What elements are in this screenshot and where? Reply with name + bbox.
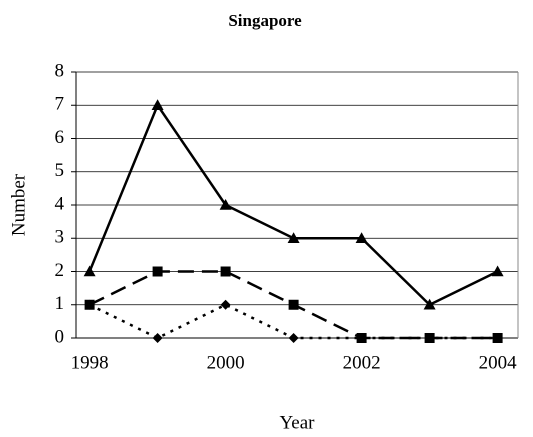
x-tick-label: 2000 <box>207 352 245 373</box>
chart-title: Singapore <box>228 11 302 30</box>
marker <box>424 333 435 343</box>
y-tick-label: 6 <box>55 127 65 148</box>
x-axis-title: Year <box>279 412 315 433</box>
x-tick-label: 1998 <box>71 352 109 373</box>
x-tick-label: 2002 <box>343 352 381 373</box>
marker <box>152 333 163 343</box>
marker <box>220 266 231 277</box>
y-tick-label: 2 <box>55 260 65 281</box>
marker <box>84 299 95 310</box>
marker <box>219 199 232 210</box>
y-axis-title: Number <box>8 173 29 236</box>
marker <box>288 333 299 343</box>
marker <box>423 298 436 310</box>
marker <box>83 265 96 277</box>
y-tick-label: 7 <box>55 94 65 115</box>
y-tick-label: 1 <box>55 293 65 314</box>
marker <box>152 266 163 277</box>
y-tick-label: 8 <box>55 60 65 81</box>
y-tick-label: 5 <box>55 160 65 181</box>
y-tick-label: 4 <box>55 193 65 214</box>
y-tick-label: 3 <box>55 227 65 248</box>
marker <box>151 99 164 111</box>
marker <box>355 232 368 244</box>
y-tick-label: 0 <box>55 326 65 347</box>
marker <box>492 333 503 343</box>
marker <box>491 265 504 277</box>
marker <box>288 299 299 310</box>
x-tick-label: 2004 <box>479 352 518 373</box>
marker <box>356 333 367 343</box>
marker <box>220 299 231 310</box>
marker <box>287 232 300 244</box>
